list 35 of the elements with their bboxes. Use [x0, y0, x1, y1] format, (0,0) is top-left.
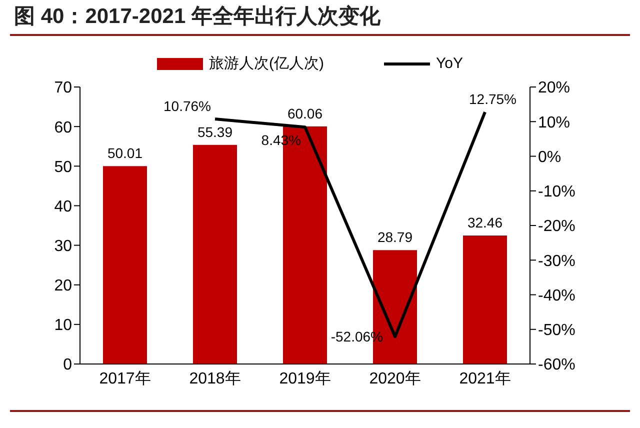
y-tick-label: 10 — [54, 317, 72, 334]
y-tick-label: 40 — [54, 198, 72, 216]
y2-tick-label: -10% — [538, 184, 576, 201]
data-label: 32.46 — [467, 214, 503, 231]
y2-tick-label: 10% — [538, 114, 570, 132]
y-tick-label: 60 — [54, 119, 72, 136]
data-label: 55.39 — [197, 124, 233, 140]
y2-tick-label: -30% — [538, 252, 576, 270]
data-label: 10.76% — [164, 98, 211, 114]
y2-tick-label: -50% — [538, 322, 576, 340]
y-tick-label: 50 — [54, 158, 72, 176]
y2-tick-label: -20% — [538, 218, 576, 236]
y2-tick-label: -60% — [538, 356, 576, 374]
y2-tick-label: -40% — [538, 287, 576, 304]
legend-label: YoY — [436, 55, 463, 72]
x-tick-label: 2019年 — [279, 370, 331, 388]
bar — [103, 166, 147, 364]
x-tick-label: 2018年 — [189, 370, 241, 388]
y2-tick-label: 0% — [538, 148, 562, 166]
x-tick-label: 2021年 — [459, 370, 511, 388]
bar — [193, 144, 237, 364]
x-tick-label: 2020年 — [369, 370, 421, 388]
y-tick-label: 20 — [54, 278, 72, 295]
legend-label: 旅游人次(亿人次) — [209, 54, 324, 73]
y-tick-label: 0 — [63, 356, 72, 374]
y2-tick-label: 20% — [538, 80, 570, 97]
x-tick-label: 2017年 — [99, 370, 151, 388]
bar — [463, 236, 507, 364]
data-label: 28.79 — [377, 229, 413, 246]
data-label: 12.75% — [469, 91, 516, 108]
chart-title: 图 40：2017-2021 年全年出行人次变化 — [14, 4, 380, 30]
data-label: 50.01 — [107, 145, 143, 162]
data-label: 60.06 — [287, 105, 323, 122]
y-tick-label: 30 — [54, 238, 72, 255]
y-tick-label: 70 — [54, 80, 72, 97]
